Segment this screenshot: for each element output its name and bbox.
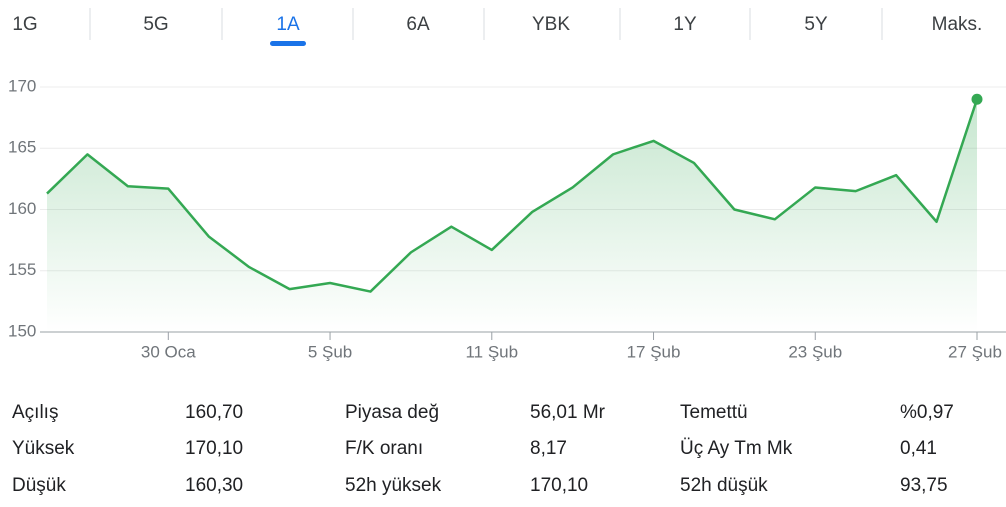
stat-value: 170,10	[185, 438, 243, 459]
stat-value: 93,75	[900, 475, 948, 496]
x-tick-label: 30 Oca	[141, 342, 196, 361]
stat-value: 56,01 Mr	[530, 402, 606, 423]
stat-label: 52h düşük	[680, 475, 768, 496]
tab[interactable]: 1G	[12, 14, 37, 35]
stat-label: 52h yüksek	[345, 475, 442, 496]
price-line	[46, 98, 979, 293]
tab[interactable]: YBK	[532, 14, 570, 35]
x-tick-label: 27 Şub	[948, 342, 1002, 361]
stat-label: Düşük	[12, 475, 66, 496]
y-tick-label: 170	[8, 76, 36, 95]
stat-value: 0,41	[900, 438, 937, 459]
stat-value: 8,17	[530, 438, 567, 459]
tab[interactable]: 1A	[276, 14, 300, 35]
y-tick-label: 165	[8, 138, 36, 157]
active-tab-indicator	[270, 41, 306, 46]
stat-value: 170,10	[530, 475, 588, 496]
y-tick-label: 160	[8, 199, 36, 218]
stat-value: 160,30	[185, 475, 243, 496]
x-tick-label: 5 Şub	[308, 342, 352, 361]
stat-label: Yüksek	[12, 438, 75, 459]
tab[interactable]: 5G	[143, 14, 168, 35]
x-tick-label: 23 Şub	[788, 342, 842, 361]
stat-label: Piyasa değ	[345, 402, 439, 423]
stat-label: Açılış	[12, 402, 58, 423]
tab[interactable]: 5Y	[804, 14, 828, 35]
y-tick-label: 155	[8, 260, 36, 279]
stat-label: F/K oranı	[345, 438, 423, 459]
stat-value: %0,97	[900, 402, 954, 423]
tab[interactable]: Maks.	[932, 14, 983, 35]
y-tick-label: 150	[8, 321, 36, 340]
tab[interactable]: 1Y	[673, 14, 697, 35]
area-fill	[47, 99, 977, 332]
stat-value: 160,70	[185, 402, 243, 423]
x-tick-label: 17 Şub	[627, 342, 681, 361]
stat-label: Üç Ay Tm Mk	[680, 438, 793, 459]
stat-label: Temettü	[680, 402, 748, 423]
x-tick-label: 11 Şub	[465, 342, 518, 361]
last-point	[971, 93, 983, 105]
tab[interactable]: 6A	[406, 14, 430, 35]
